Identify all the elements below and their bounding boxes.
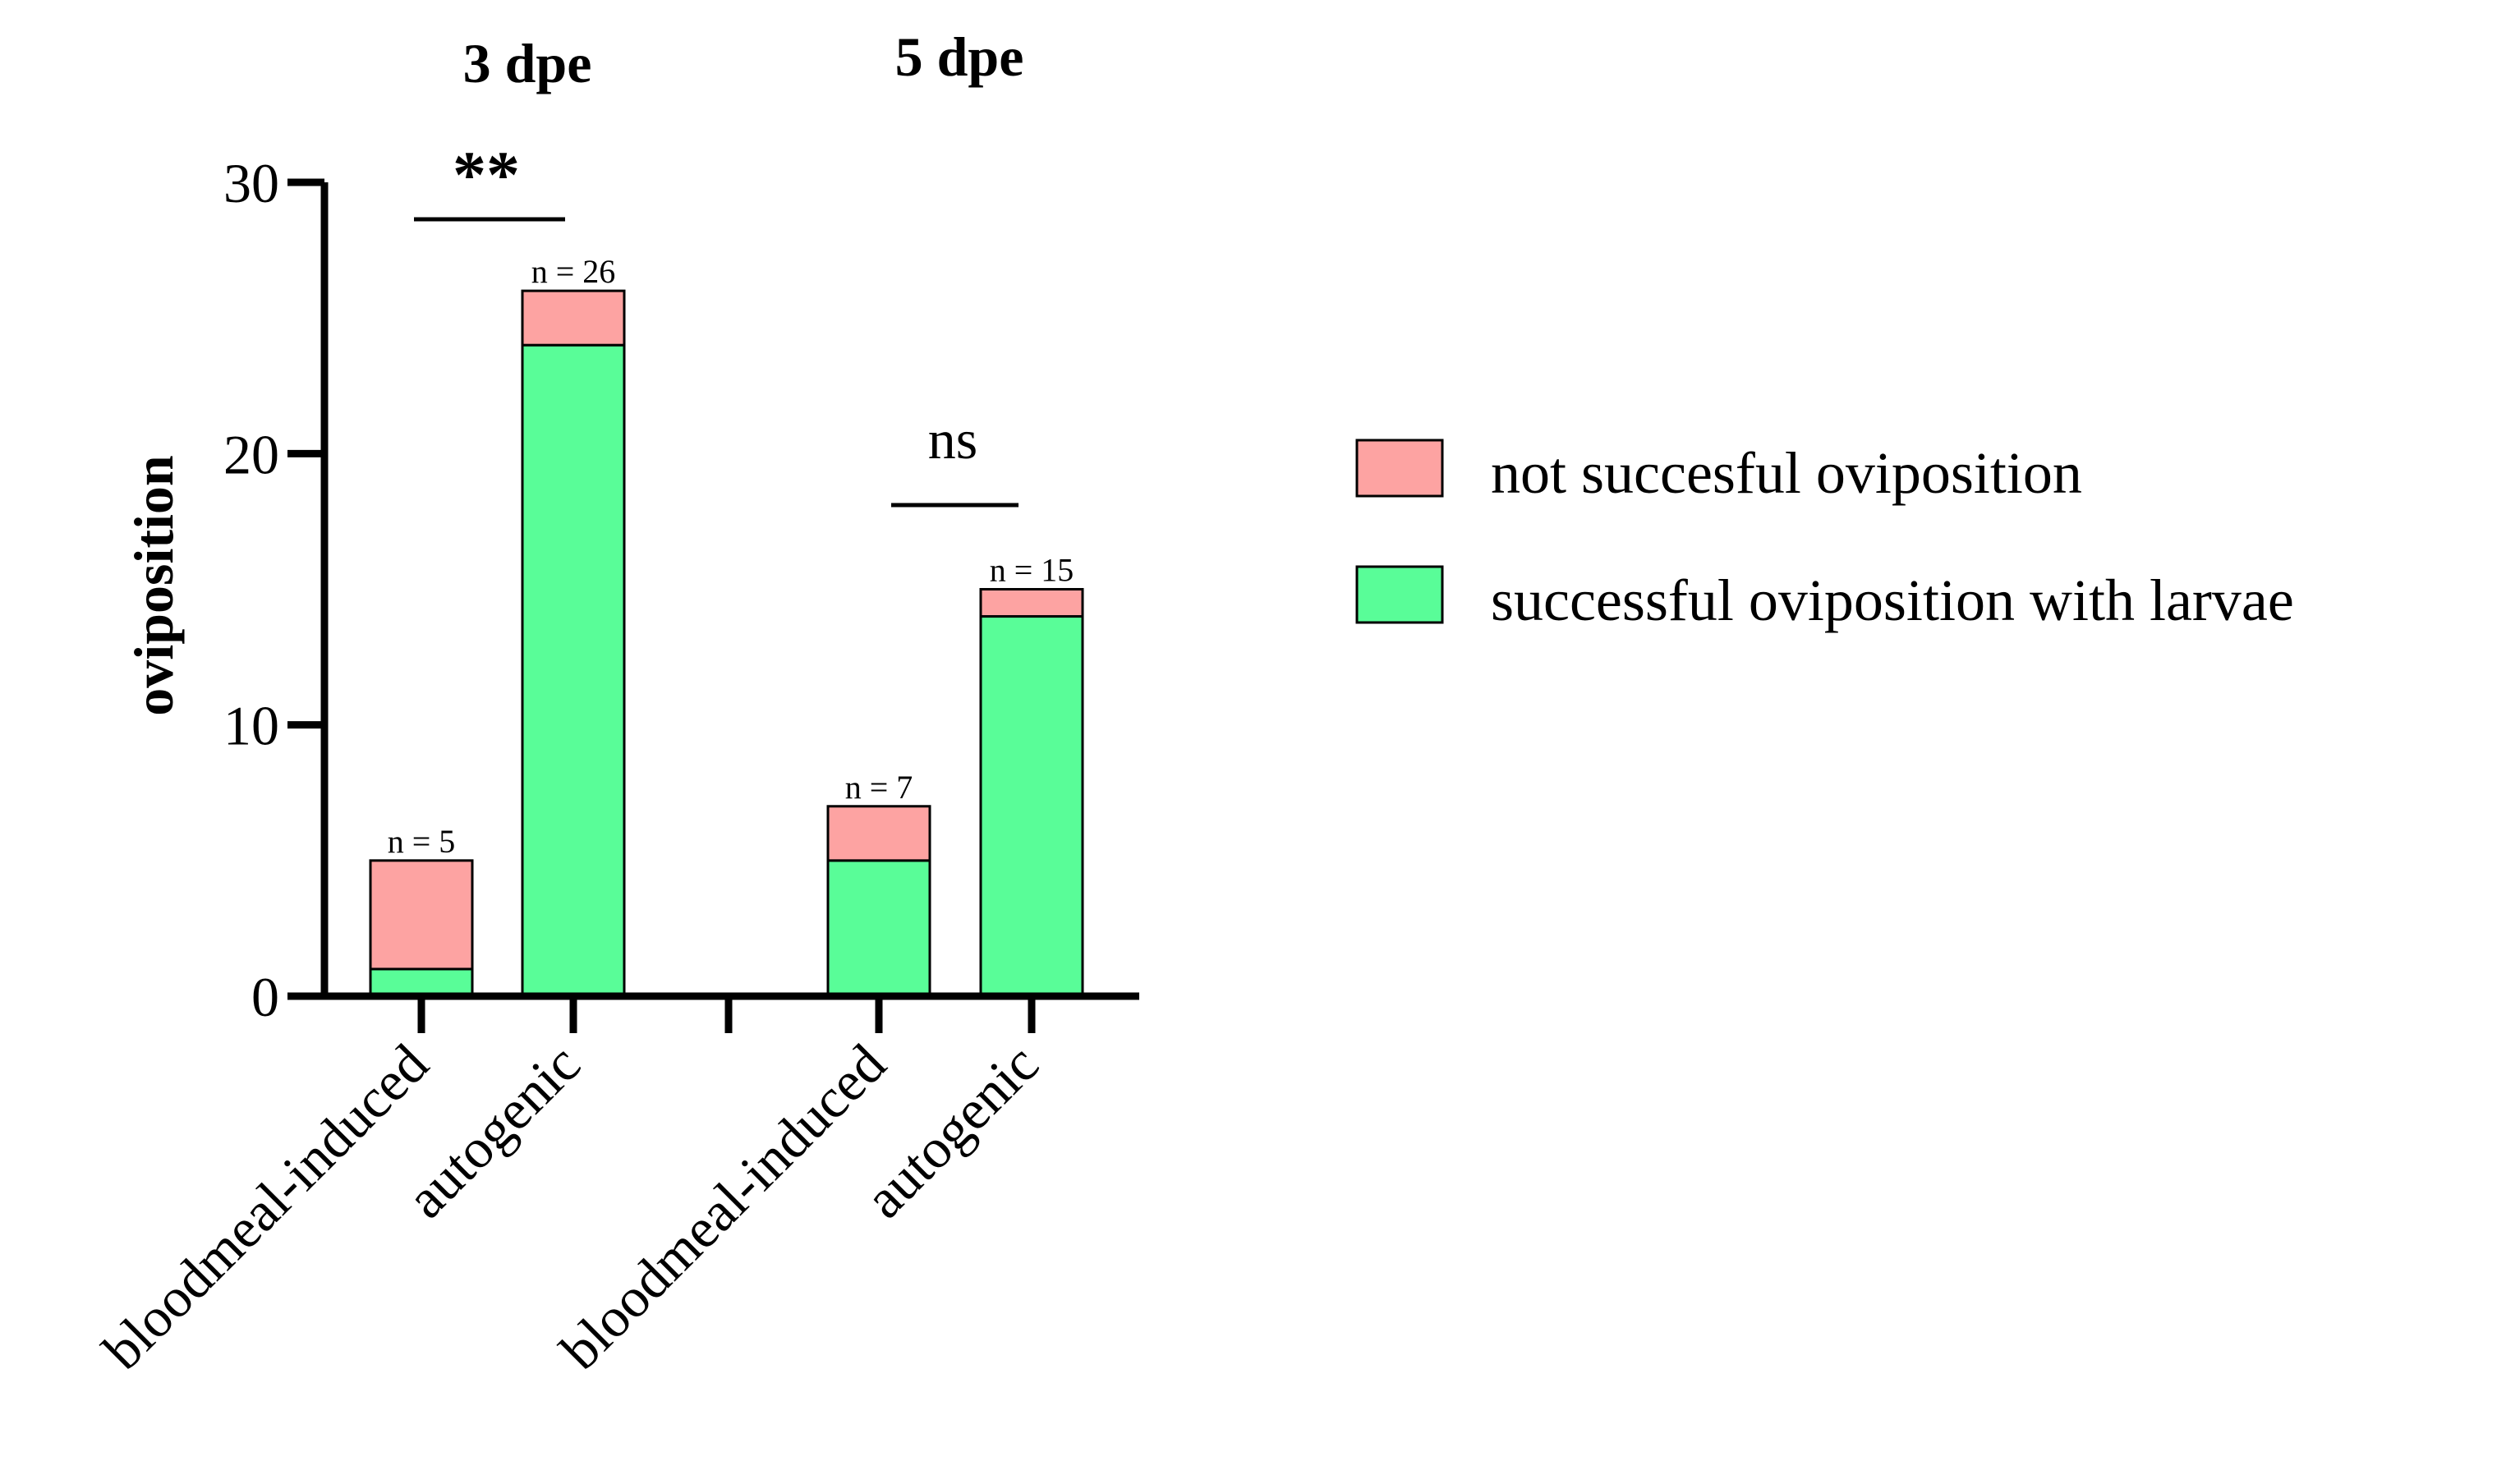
bar-autogenic-4-not-succesful-oviposition (979, 588, 1084, 618)
group-label-3dpe: 3 dpe (463, 32, 592, 94)
legend: not succesful oviposition successful ovi… (1355, 439, 2294, 633)
legend-swatch-successful (1355, 565, 1444, 624)
y-axis-label: oviposition (122, 455, 185, 715)
bar-bloodmeal-induced-1-not-succesful-oviposition (369, 859, 474, 971)
x-category-label-bloodmeal-induced-3: bloodmeal-induced (549, 1032, 898, 1381)
significance-3dpe: ** (453, 137, 520, 212)
bar-total-label-1: n = 5 (388, 823, 456, 860)
bar-total-label-4: n = 15 (990, 552, 1074, 589)
bar-bloodmeal-induced-3-not-succesful-oviposition (826, 805, 931, 862)
significance-5dpe: ns (928, 408, 977, 471)
bar-autogenic-2-successful-oviposition-with-larvae (521, 343, 626, 998)
bar-autogenic-4-successful-oviposition-with-larvae (979, 615, 1084, 998)
y-tick-label-10: 10 (223, 695, 279, 757)
bar-bloodmeal-induced-3-successful-oviposition-with-larvae (826, 859, 931, 998)
y-tick-label-0: 0 (251, 966, 279, 1028)
legend-swatch-not-successful (1355, 439, 1444, 498)
legend-label-successful: successful oviposition with larvae (1491, 567, 2294, 633)
y-tick-label-20: 20 (223, 423, 279, 485)
bar-autogenic-2-not-succesful-oviposition (521, 289, 626, 347)
legend-label-not-successful: not succesful oviposition (1491, 440, 2082, 506)
y-axis-ticks: 0 10 20 30 (223, 152, 324, 1028)
bars: n = 5 n = 26 n = 7 n = 15 (369, 253, 1084, 998)
bar-total-label-2: n = 26 (531, 253, 616, 290)
x-axis-ticks: bloodmeal-inducedautogenicbloodmeal-indu… (91, 996, 1051, 1381)
group-label-5dpe: 5 dpe (895, 25, 1024, 88)
bar-total-label-3: n = 7 (845, 769, 913, 806)
bar-bloodmeal-induced-1-successful-oviposition-with-larvae (369, 967, 474, 998)
y-tick-label-30: 30 (223, 152, 279, 214)
x-category-label-bloodmeal-induced-1: bloodmeal-induced (91, 1032, 440, 1381)
